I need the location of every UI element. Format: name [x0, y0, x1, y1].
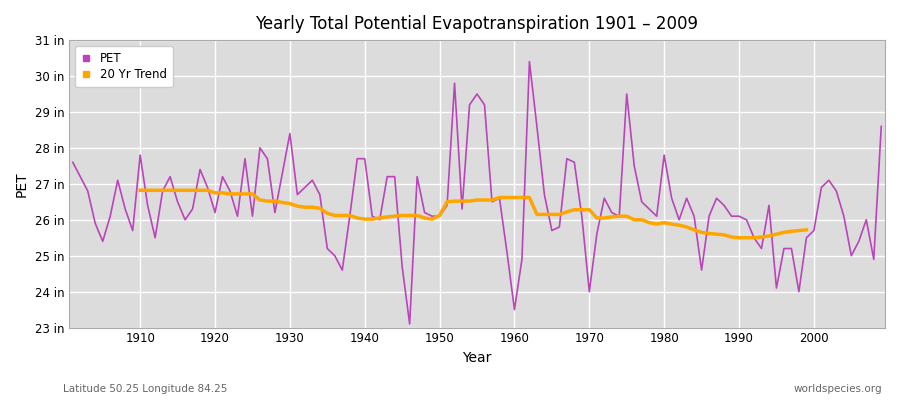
Y-axis label: PET: PET	[15, 171, 29, 197]
PET	[292, 192, 302, 197]
PET	[524, 59, 535, 64]
Text: Latitude 50.25 Longitude 84.25: Latitude 50.25 Longitude 84.25	[63, 384, 228, 394]
20 Yr Trend	[778, 230, 789, 235]
PET	[127, 228, 138, 233]
PET	[517, 257, 527, 262]
PET	[68, 160, 78, 165]
Text: worldspecies.org: worldspecies.org	[794, 384, 882, 394]
20 Yr Trend	[688, 228, 699, 232]
PET	[337, 268, 347, 272]
20 Yr Trend	[225, 192, 236, 196]
Title: Yearly Total Potential Evapotranspiration 1901 – 2009: Yearly Total Potential Evapotranspiratio…	[256, 15, 698, 33]
PET	[614, 214, 625, 218]
20 Yr Trend	[337, 213, 347, 218]
Line: PET: PET	[73, 62, 881, 324]
20 Yr Trend	[598, 216, 609, 220]
20 Yr Trend	[734, 235, 744, 240]
PET	[404, 322, 415, 326]
PET	[509, 307, 520, 312]
X-axis label: Year: Year	[463, 351, 491, 365]
20 Yr Trend	[801, 228, 812, 232]
20 Yr Trend	[135, 188, 146, 193]
20 Yr Trend	[704, 231, 715, 236]
PET	[876, 124, 886, 129]
Line: 20 Yr Trend: 20 Yr Trend	[140, 190, 806, 238]
Legend: PET, 20 Yr Trend: PET, 20 Yr Trend	[75, 46, 173, 87]
